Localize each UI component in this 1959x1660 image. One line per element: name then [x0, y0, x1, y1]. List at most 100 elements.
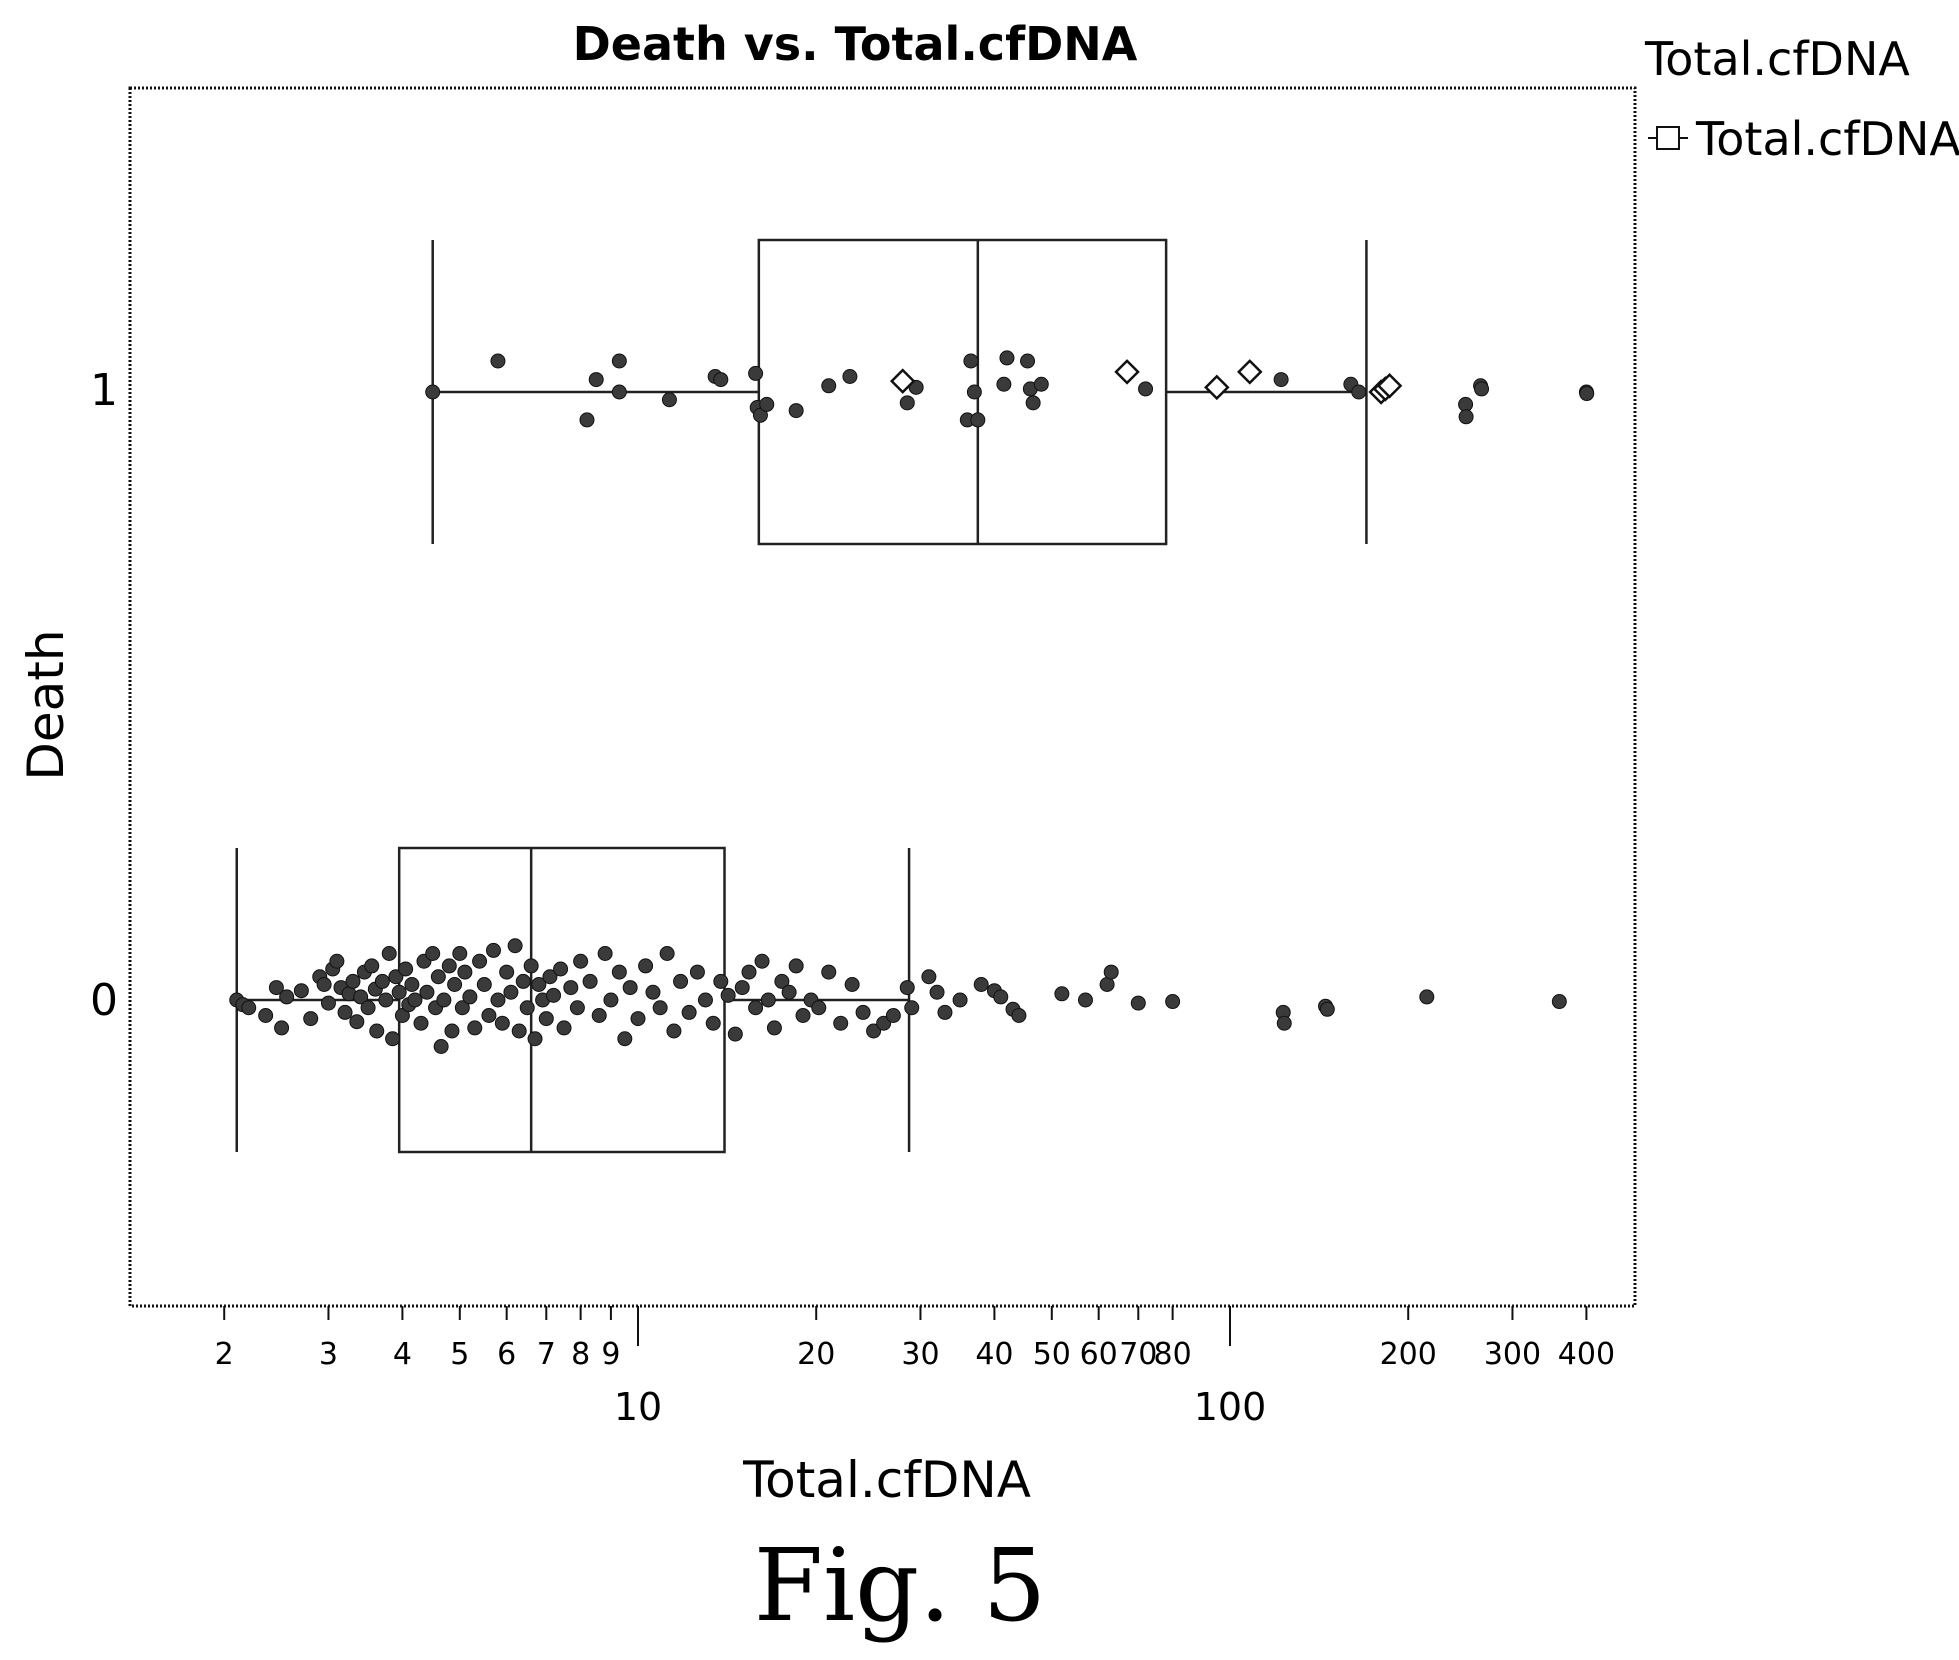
data-point — [929, 984, 945, 1000]
x-major-label-100: 100 — [1194, 1385, 1267, 1429]
y-tick-label-0: 0 — [90, 975, 118, 1026]
data-point — [485, 942, 501, 958]
x-tick-label-2: 2 — [215, 1337, 234, 1372]
data-point — [697, 992, 713, 1008]
x-tick-label-8: 8 — [571, 1337, 590, 1372]
data-point — [795, 1008, 811, 1023]
data-point — [973, 977, 989, 992]
data-point — [1551, 994, 1567, 1010]
data-point — [705, 1015, 721, 1031]
data-point — [885, 1008, 901, 1023]
outlier-marker — [1376, 373, 1403, 399]
data-point — [821, 378, 837, 394]
x-tick-label-40: 40 — [975, 1337, 1013, 1372]
data-point — [454, 1000, 470, 1016]
data-point — [638, 958, 654, 974]
data-point — [748, 1000, 764, 1016]
x-tick-label-70: 70 — [1119, 1337, 1157, 1372]
data-point — [490, 353, 506, 369]
data-point — [391, 984, 407, 1000]
data-point — [876, 1015, 892, 1031]
data-point — [381, 946, 397, 961]
data-point — [713, 973, 729, 989]
data-point — [553, 961, 569, 977]
data-point — [494, 1015, 510, 1031]
data-point — [788, 403, 804, 419]
data-point — [388, 969, 404, 985]
data-point — [1103, 964, 1119, 980]
chart-title: Death vs. Total.cfDNA — [573, 17, 1138, 71]
data-point — [591, 1008, 607, 1023]
data-point — [734, 980, 750, 996]
x-tick-label-300: 300 — [1484, 1337, 1541, 1372]
x-axis-title: Total.cfDNA — [742, 1451, 1031, 1509]
data-point — [741, 964, 757, 980]
x-tick-label-30: 30 — [901, 1337, 939, 1372]
data-point — [472, 953, 488, 969]
data-point — [573, 953, 589, 969]
data-point — [462, 989, 478, 1005]
data-point — [444, 1023, 460, 1039]
data-point — [645, 984, 661, 1000]
data-point — [899, 980, 915, 996]
data-point — [963, 353, 979, 369]
data-point — [1020, 353, 1036, 369]
data-point — [1474, 381, 1490, 397]
box-category-1 — [431, 238, 1368, 546]
data-point — [1351, 384, 1367, 400]
y-axis-title-group: Death — [17, 629, 75, 780]
data-point — [1458, 409, 1474, 425]
data-point — [1419, 989, 1435, 1005]
iqr-box — [757, 238, 1168, 546]
data-point — [1165, 994, 1181, 1010]
data-point — [759, 396, 775, 412]
data-point — [1054, 986, 1070, 1002]
data-point — [425, 384, 441, 400]
data-point — [993, 989, 1009, 1005]
x-tick-label-7: 7 — [537, 1337, 556, 1372]
data-point — [447, 977, 463, 992]
legend-entry-label: Total.cfDNA — [1695, 112, 1959, 166]
data-point — [293, 983, 309, 999]
data-point — [353, 989, 369, 1005]
data-point — [241, 1000, 257, 1016]
data-point — [611, 384, 627, 400]
x-tick-label-200: 200 — [1380, 1337, 1437, 1372]
y-axis-title: Death — [17, 629, 75, 780]
x-tick-label-3: 3 — [319, 1337, 338, 1372]
data-point — [542, 969, 558, 985]
data-point — [689, 964, 705, 980]
x-tick-label-20: 20 — [797, 1337, 835, 1372]
legend-title: Total.cfDNA — [1644, 32, 1910, 86]
data-point — [760, 992, 776, 1008]
data-point — [441, 958, 457, 974]
outlier-marker — [1204, 374, 1230, 401]
data-point — [476, 977, 492, 992]
data-point — [1458, 396, 1474, 412]
data-point — [398, 961, 414, 977]
data-point — [499, 964, 515, 980]
data-point — [781, 984, 797, 1000]
data-points — [229, 350, 1595, 1054]
data-point — [349, 1014, 365, 1030]
data-point — [582, 973, 598, 989]
outlier-marker — [1237, 359, 1263, 385]
data-point — [436, 992, 452, 1008]
data-point — [385, 1031, 401, 1047]
x-tick-label-80: 80 — [1154, 1337, 1192, 1372]
x-tick-label-5: 5 — [450, 1337, 469, 1372]
data-point — [611, 353, 627, 369]
data-point — [766, 1020, 782, 1036]
data-point — [481, 1008, 497, 1023]
data-point — [452, 946, 468, 961]
data-point — [727, 1026, 743, 1042]
data-point — [855, 1004, 871, 1020]
data-point — [413, 1015, 429, 1031]
data-point — [966, 384, 982, 400]
data-point — [970, 412, 986, 428]
data-point — [258, 1008, 274, 1023]
data-point — [666, 1023, 682, 1039]
data-point — [303, 1011, 319, 1027]
data-point — [531, 977, 547, 992]
figure-caption: Fig. 5 — [754, 1527, 1047, 1644]
